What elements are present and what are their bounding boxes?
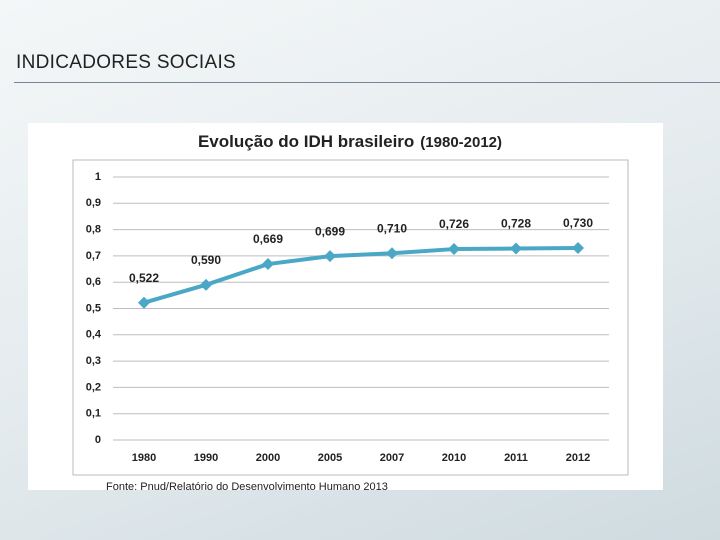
chart-subtitle: (1980-2012) — [420, 134, 502, 151]
x-tick-label: 2000 — [256, 452, 280, 464]
data-label: 0,710 — [377, 221, 407, 235]
y-tick-label: 1 — [95, 171, 101, 183]
y-tick-label: 0,8 — [86, 224, 101, 236]
y-tick-label: 0,5 — [86, 302, 101, 314]
data-point — [510, 242, 522, 255]
chart-title: Evolução do IDH brasileiro — [198, 132, 414, 151]
x-tick-label: 2011 — [504, 452, 528, 464]
data-label: 0,522 — [129, 271, 159, 285]
x-tick-label: 2012 — [566, 452, 590, 464]
data-point — [324, 250, 336, 263]
chart-title-group: Evolução do IDH brasileiro (1980-2012) — [198, 132, 502, 151]
data-label: 0,590 — [191, 253, 221, 267]
x-tick-label: 1990 — [194, 452, 218, 464]
data-line — [143, 246, 579, 305]
x-tick-label: 2010 — [442, 452, 466, 464]
data-point — [262, 258, 274, 271]
data-label: 0,699 — [315, 224, 345, 238]
heading-rule — [14, 82, 720, 83]
data-label: 0,669 — [253, 232, 283, 246]
chart: Evolução do IDH brasileiro (1980-2012) Fo… — [28, 123, 663, 490]
slide-heading: INDICADORES SOCIAIS — [16, 52, 237, 73]
data-point — [200, 278, 212, 291]
y-tick-label: 0,6 — [86, 276, 101, 288]
y-tick-label: 0,7 — [86, 250, 101, 262]
x-tick-label: 2007 — [380, 452, 404, 464]
data-point — [386, 247, 398, 260]
source: Fonte: Pnud/Relatório do Desenvolvimento… — [106, 481, 388, 490]
y-tick-label: 0 — [95, 434, 101, 446]
y-tick-label: 0,1 — [86, 408, 101, 420]
data-point — [448, 243, 460, 256]
y-tick-label: 0,9 — [86, 197, 101, 209]
data-point — [138, 296, 150, 309]
data-label: 0,728 — [501, 217, 531, 231]
y-tick-label: 0,3 — [86, 355, 101, 367]
data-point — [572, 242, 584, 255]
y-tick-label: 0,4 — [86, 329, 102, 341]
data-label: 0,730 — [563, 216, 593, 230]
x-tick-label: 1980 — [132, 452, 156, 464]
x-tick-label: 2005 — [318, 452, 342, 464]
data-label: 0,726 — [439, 217, 469, 231]
chart-border — [72, 159, 629, 476]
y-tick-label: 0,2 — [86, 381, 101, 393]
